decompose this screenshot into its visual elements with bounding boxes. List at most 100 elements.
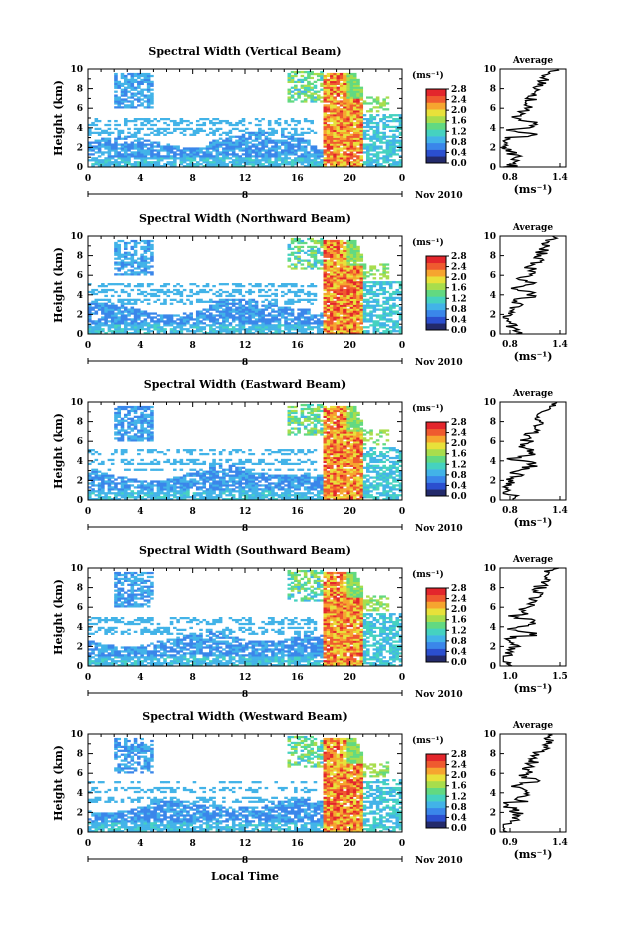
heatmap-cell (372, 292, 377, 296)
heatmap-cell (267, 306, 272, 309)
heatmap-cell (349, 147, 354, 150)
heatmap-cell (271, 141, 275, 144)
heatmap-cell (343, 90, 347, 93)
profile-y-tick-label: 6 (490, 104, 496, 114)
heatmap-cell (137, 82, 141, 85)
heatmap-cell (382, 98, 386, 101)
heatmap-cell (330, 294, 334, 298)
heatmap-cell (303, 159, 308, 162)
heatmap-cell (323, 326, 328, 329)
heatmap-cell (91, 153, 95, 156)
heatmap-cell (123, 419, 128, 422)
heatmap-cell (225, 139, 229, 142)
heatmap-cell (290, 74, 295, 78)
heatmap-cell (137, 437, 141, 440)
heatmap-cell (127, 145, 131, 148)
heatmap-cell (326, 320, 331, 323)
heatmap-cell (290, 302, 295, 305)
heatmap-cell (297, 161, 301, 164)
heatmap-cell (248, 316, 252, 319)
heatmap-cell (163, 145, 167, 148)
heatmap-cell (336, 310, 341, 313)
heatmap-cell (310, 237, 314, 241)
heatmap-cell (375, 281, 380, 284)
heatmap-cell (313, 80, 318, 84)
heatmap-cell (330, 257, 334, 260)
heatmap-cell (375, 308, 380, 311)
heatmap-cell (379, 324, 383, 327)
heatmap-cell (330, 243, 334, 247)
heatmap-cell (130, 255, 135, 258)
heatmap-cell (182, 492, 187, 495)
heatmap-cell (352, 332, 357, 335)
heatmap-cell (179, 322, 184, 325)
heatmap-cell (284, 153, 288, 156)
heatmap-cell (339, 328, 344, 331)
heatmap-cell (104, 163, 108, 166)
heatmap-cell (94, 320, 99, 323)
heatmap-cell (173, 478, 177, 481)
heatmap-cell (215, 332, 220, 335)
heatmap-cell (101, 328, 105, 331)
heatmap-cell (248, 326, 252, 329)
heatmap-cell (343, 80, 347, 84)
heatmap-cell (133, 157, 138, 160)
heatmap-cell (114, 407, 118, 411)
heatmap-cell (333, 294, 337, 298)
heatmap-cell (343, 298, 347, 301)
heatmap-cell (248, 133, 252, 136)
heatmap-cell (343, 82, 347, 85)
heatmap-cell (277, 312, 282, 315)
heatmap-cell (127, 294, 131, 298)
heatmap-cell (349, 139, 354, 142)
heatmap-cell (372, 118, 377, 121)
heatmap-cell (346, 283, 350, 286)
heatmap-cell (97, 155, 102, 158)
heatmap-cell (277, 141, 282, 144)
heatmap-cell (123, 326, 128, 329)
heatmap-cell (205, 324, 210, 327)
heatmap-cell (398, 114, 403, 117)
heatmap-cell (294, 294, 298, 298)
heatmap-cell (330, 314, 334, 317)
heatmap-cell (375, 330, 380, 333)
heatmap-cell (117, 263, 122, 266)
heatmap-cell (307, 88, 311, 91)
heatmap-cell (248, 161, 252, 164)
heatmap-cell (316, 157, 321, 160)
heatmap-cell (323, 131, 328, 134)
heatmap-cell (153, 312, 157, 315)
heatmap-cell (326, 259, 331, 262)
heatmap-cell (114, 163, 118, 166)
heatmap-cell (228, 306, 233, 309)
heatmap-cell (343, 141, 347, 144)
heatmap-cell (186, 163, 190, 166)
heatmap-cell (303, 90, 308, 93)
heatmap-cell (352, 277, 357, 280)
heatmap-cell (117, 96, 122, 99)
heatmap-cell (326, 74, 331, 78)
heatmap-cell (277, 157, 282, 160)
heatmap-cell (287, 100, 292, 103)
heatmap-cell (117, 300, 122, 303)
heatmap-cell (294, 290, 298, 294)
heatmap-cell (186, 458, 190, 462)
heatmap-cell (339, 141, 344, 144)
heatmap-cell (159, 486, 164, 489)
heatmap-cell (382, 332, 386, 335)
heatmap-cell (352, 286, 357, 290)
heatmap-cell (336, 76, 341, 80)
heatmap-cell (195, 300, 200, 303)
heatmap-cell (241, 324, 246, 327)
heatmap-cell (395, 129, 400, 133)
heatmap-cell (375, 153, 380, 156)
heatmap-cell (343, 119, 347, 123)
colorbar-tick-label: 1.2 (451, 127, 467, 137)
heatmap-cell (189, 326, 193, 329)
heatmap-cell (310, 251, 314, 254)
heatmap-cell (339, 147, 344, 150)
heatmap-cell (88, 159, 92, 162)
heatmap-cell (110, 480, 115, 483)
heatmap-cell (294, 145, 298, 148)
heatmap-cell (127, 72, 131, 76)
